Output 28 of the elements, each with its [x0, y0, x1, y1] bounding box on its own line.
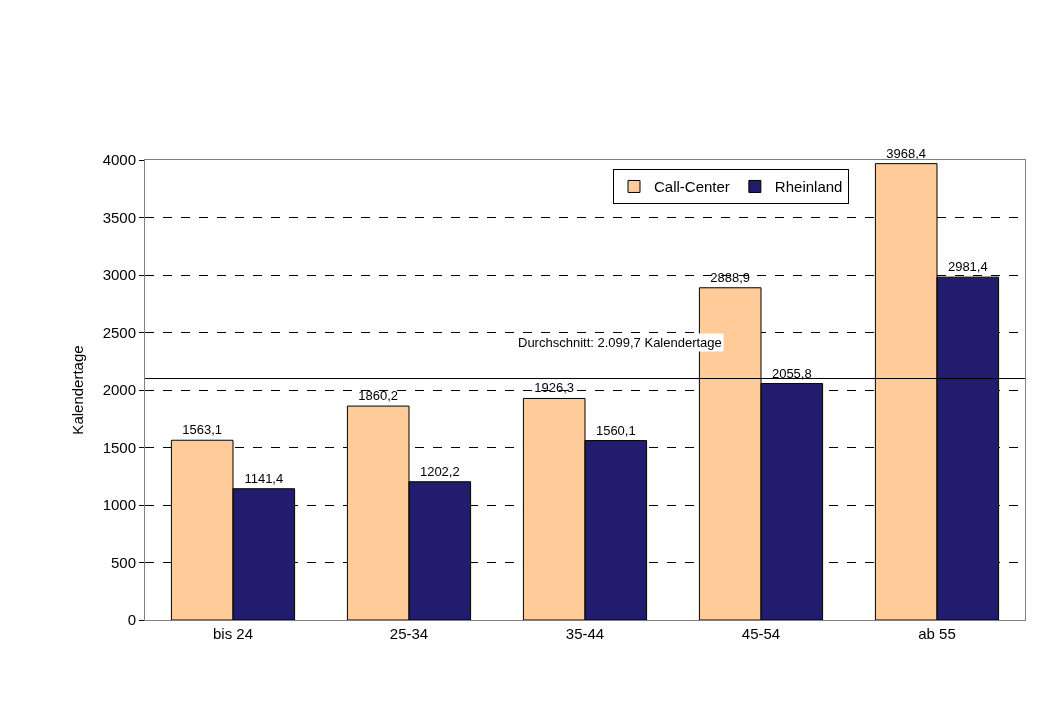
- ref-line-label: Durchschnitt: 2.099,7 Kalendertage: [518, 335, 722, 350]
- y-tick-label: 3500: [102, 208, 136, 226]
- data-label: 1563,1: [182, 422, 223, 438]
- data-label: 2981,4: [947, 259, 988, 275]
- legend-label: Call-Center: [654, 178, 730, 196]
- x-tick-label: 25-34: [389, 625, 429, 642]
- x-tick-label: ab 55: [918, 625, 956, 642]
- y-axis-title: Kalendertage: [68, 345, 86, 435]
- x-tick-label: 45-54: [741, 625, 781, 642]
- legend-label: Rheinland: [774, 178, 843, 196]
- data-label: 1860,2: [358, 388, 399, 404]
- y-tick-label: 500: [110, 553, 136, 571]
- x-tick-label: bis 24: [212, 625, 254, 642]
- data-label: 1141,4: [244, 470, 284, 486]
- data-label: 2055,8: [771, 365, 812, 381]
- y-tick-label: 1000: [102, 496, 136, 514]
- data-label: 1202,2: [419, 463, 460, 479]
- data-label: 1560,1: [595, 422, 636, 438]
- y-tick-label: 3000: [102, 266, 136, 284]
- y-tick-label: 4000: [102, 151, 136, 169]
- data-label: 3968,4: [886, 145, 927, 161]
- data-label: 2888,9: [710, 269, 751, 285]
- data-label: 1926,3: [534, 380, 575, 396]
- x-tick-label: 35-44: [565, 625, 605, 642]
- y-tick-label: 2500: [102, 323, 136, 341]
- y-tick-label: 2000: [102, 381, 136, 399]
- y-tick-label: 0: [127, 611, 136, 629]
- y-tick-label: 1500: [102, 438, 136, 456]
